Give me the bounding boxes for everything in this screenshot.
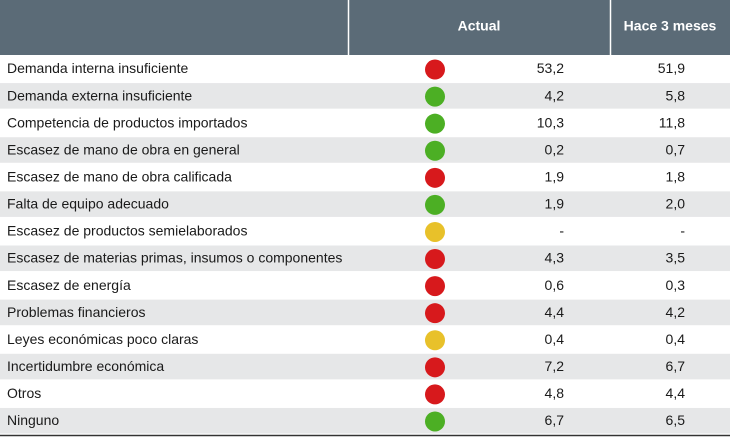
- row-background: [0, 407, 730, 434]
- row-background: [0, 380, 730, 407]
- actual-value: 6,7: [545, 412, 565, 428]
- previous-value: 0,3: [666, 277, 686, 293]
- row-background: [0, 164, 730, 190]
- previous-value: 51,9: [658, 60, 685, 76]
- status-dot: [425, 276, 445, 297]
- row-background: [0, 83, 730, 109]
- previous-value: 4,2: [666, 304, 686, 320]
- status-dot: [425, 411, 445, 432]
- actual-value: 0,2: [545, 141, 565, 157]
- row-label: Demanda externa insuficiente: [7, 87, 192, 103]
- actual-value: 7,2: [545, 358, 565, 374]
- previous-value: 2,0: [666, 196, 686, 212]
- row-background: [0, 245, 730, 272]
- row-label: Escasez de mano de obra calificada: [7, 169, 232, 185]
- row-label: Escasez de mano de obra en general: [7, 141, 240, 157]
- actual-value: 53,2: [537, 60, 564, 76]
- previous-value: 6,5: [666, 412, 686, 428]
- previous-value: 3,5: [666, 250, 686, 266]
- status-dot: [425, 86, 445, 107]
- status-dot: [425, 221, 445, 242]
- row-background: [0, 137, 730, 163]
- status-dot: [425, 113, 445, 134]
- row-background: [0, 110, 730, 136]
- row-label: Problemas financieros: [7, 304, 146, 320]
- actual-value: 4,2: [545, 87, 565, 103]
- actual-value: -: [559, 223, 564, 239]
- column-header: Actual: [458, 18, 501, 34]
- status-dot: [425, 384, 445, 405]
- previous-value: -: [680, 223, 685, 239]
- previous-value: 1,8: [666, 169, 686, 185]
- status-dot: [425, 330, 445, 351]
- row-background: [0, 353, 730, 380]
- status-dot: [425, 357, 445, 378]
- actual-value: 0,6: [545, 277, 565, 293]
- previous-value: 0,4: [666, 331, 686, 347]
- actual-value: 0,4: [545, 331, 565, 347]
- status-dot: [425, 303, 445, 324]
- row-label: Escasez de productos semielaborados: [7, 223, 247, 239]
- status-dot: [425, 249, 445, 270]
- row-label: Falta de equipo adecuado: [7, 196, 169, 212]
- previous-value: 0,7: [666, 141, 686, 157]
- row-label: Leyes económicas poco claras: [7, 331, 198, 347]
- status-dot: [425, 167, 445, 188]
- row-label: Competencia de productos importados: [7, 114, 247, 130]
- actual-value: 4,3: [545, 250, 565, 266]
- status-dot: [425, 194, 445, 215]
- column-header: Hace 3 meses: [624, 18, 717, 34]
- previous-value: 11,8: [659, 114, 685, 130]
- previous-value: 6,7: [666, 358, 686, 374]
- row-background: [0, 272, 730, 299]
- row-label: Demanda interna insuficiente: [7, 60, 189, 76]
- previous-value: 4,4: [666, 385, 686, 401]
- actual-value: 10,3: [537, 114, 564, 130]
- row-background: [0, 191, 730, 217]
- row-label: Ninguno: [7, 412, 59, 428]
- header-background: [0, 0, 730, 55]
- row-label: Escasez de energía: [7, 277, 131, 293]
- previous-value: 5,8: [666, 87, 686, 103]
- row-background: [0, 56, 730, 82]
- row-background: [0, 218, 730, 244]
- actual-value: 4,8: [545, 385, 565, 401]
- actual-value: 4,4: [545, 304, 565, 320]
- status-dot: [425, 140, 445, 161]
- row-label: Escasez de materias primas, insumos o co…: [7, 250, 342, 266]
- actual-value: 1,9: [545, 196, 565, 212]
- row-label: Incertidumbre económica: [7, 358, 164, 374]
- row-background: [0, 326, 730, 353]
- actual-value: 1,9: [545, 169, 565, 185]
- row-label: Otros: [7, 385, 41, 401]
- status-dot: [425, 59, 445, 80]
- row-background: [0, 299, 730, 326]
